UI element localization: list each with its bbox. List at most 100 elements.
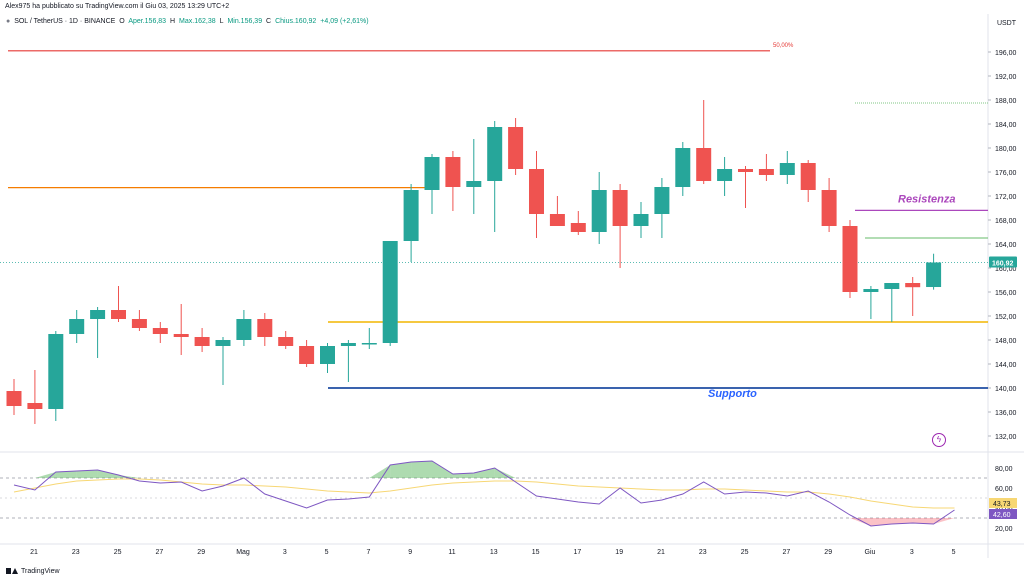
candle-body — [863, 289, 879, 292]
time-tick-label: 9 — [408, 549, 412, 556]
candle-body — [758, 169, 774, 175]
rsi-line — [13, 460, 955, 527]
rsi-oversold-fill — [912, 518, 934, 524]
candle-body — [487, 127, 503, 181]
time-tick-label: 3 — [283, 549, 287, 556]
tradingview-logo-icon — [6, 567, 18, 575]
symbol-name[interactable]: SOL / TetherUS · 1D · BINANCE — [14, 18, 116, 25]
candle-body — [27, 403, 43, 409]
close-label: C — [266, 18, 272, 25]
candle-body — [278, 337, 294, 346]
time-tick-label: 25 — [114, 549, 122, 556]
candle-body — [591, 190, 607, 232]
candle-body — [717, 169, 733, 181]
rsi-tick-label: 60,00 — [995, 486, 1013, 493]
price-tick-label: 148,00 — [995, 338, 1017, 345]
price-tick-label: 140,00 — [995, 386, 1017, 393]
time-tick-label: 27 — [783, 549, 791, 556]
candle-body — [549, 214, 565, 226]
candle-body — [508, 127, 524, 169]
candle-body — [926, 262, 942, 288]
rsi-ma-badge-label: 43,73 — [993, 501, 1011, 508]
candle-body — [403, 190, 419, 241]
price-tick-label: 164,00 — [995, 242, 1017, 249]
rsi-value-badge-label: 42,60 — [993, 512, 1011, 519]
candle-body — [320, 346, 335, 364]
time-tick-label: 3 — [910, 549, 914, 556]
time-tick-label: 11 — [448, 549, 455, 556]
change-value: +4,09 (+2,61%) — [320, 18, 369, 25]
rsi-overbought-fill — [76, 470, 98, 478]
rsi-tick-label: 20,00 — [995, 526, 1013, 533]
candle-body — [340, 343, 356, 346]
candle-body — [299, 346, 315, 364]
candle-body — [173, 334, 189, 337]
rsi-ma-line — [13, 478, 955, 509]
open-value: Aper.156,83 — [128, 18, 167, 25]
time-tick-label: 23 — [72, 549, 80, 556]
rsi-value-badge — [989, 509, 1017, 519]
candle-body — [111, 310, 126, 319]
rsi-overbought-fill — [118, 475, 140, 478]
time-tick-label: 5 — [325, 549, 329, 556]
price-tick-label: 136,00 — [995, 410, 1017, 417]
time-tick-label: Mag — [236, 549, 250, 556]
price-tick-label: 196,00 — [995, 50, 1017, 57]
candle-body — [905, 283, 921, 288]
open-label: O — [119, 18, 125, 25]
candle-body — [696, 148, 712, 181]
candle-body — [466, 181, 482, 187]
rsi-oversold-fill — [933, 518, 955, 524]
last-price-badge — [989, 256, 1017, 268]
time-tick-label: 21 — [30, 549, 38, 556]
time-tick-label: Giu — [865, 549, 876, 556]
price-tick-label: 132,00 — [995, 434, 1017, 441]
support-label: Supporto — [708, 388, 757, 400]
candle-body — [612, 190, 628, 226]
footer-brand[interactable]: TradingView — [21, 567, 60, 575]
candle-body — [48, 334, 64, 409]
candle-body — [738, 169, 753, 172]
price-tick-label: 144,00 — [995, 362, 1017, 369]
rsi-overbought-fill — [473, 468, 495, 478]
price-tick-label: 192,00 — [995, 74, 1017, 81]
candle-body — [424, 157, 440, 190]
time-tick-label: 29 — [824, 549, 832, 556]
price-tick-label: 184,00 — [995, 122, 1017, 129]
rsi-overbought-fill — [369, 465, 391, 478]
rsi-tick-label: 80,00 — [995, 466, 1013, 473]
rsi-overbought-fill — [432, 461, 453, 478]
currency-label[interactable]: USDT — [996, 20, 1016, 27]
rsi-ma-badge — [989, 498, 1017, 508]
candle-body — [779, 163, 795, 175]
publisher-line: Alex975 ha pubblicato su TradingView.com… — [5, 3, 230, 10]
candle-body — [131, 319, 147, 328]
candle-body — [194, 337, 210, 346]
candle-body — [821, 190, 837, 226]
candle-body — [800, 163, 816, 190]
rsi-overbought-fill — [390, 462, 412, 478]
candle-body — [529, 169, 544, 214]
price-tick-label: 152,00 — [995, 314, 1017, 321]
rsi-overbought-fill — [411, 461, 432, 478]
time-tick-label: 5 — [952, 549, 956, 556]
price-tick-label: 156,00 — [995, 290, 1017, 297]
candle-body — [257, 319, 273, 337]
price-tick-label: 172,00 — [995, 194, 1017, 201]
rsi-overbought-fill — [97, 470, 119, 478]
low-label: L — [219, 18, 224, 25]
time-tick-label: 15 — [532, 549, 540, 556]
time-tick-label: 29 — [197, 549, 205, 556]
candle-body — [445, 157, 461, 187]
time-tick-label: 21 — [657, 549, 665, 556]
candle-body — [90, 310, 106, 319]
high-value: Max.162,38 — [179, 18, 216, 25]
low-value: Min.156,39 — [227, 18, 263, 25]
lightning-bolt-icon[interactable]: ϟ — [932, 433, 946, 447]
time-tick-label: 7 — [366, 549, 370, 556]
price-tick-label: 180,00 — [995, 146, 1017, 153]
candle-body — [884, 283, 900, 289]
candle-body — [69, 319, 85, 334]
candle-body — [361, 343, 377, 345]
